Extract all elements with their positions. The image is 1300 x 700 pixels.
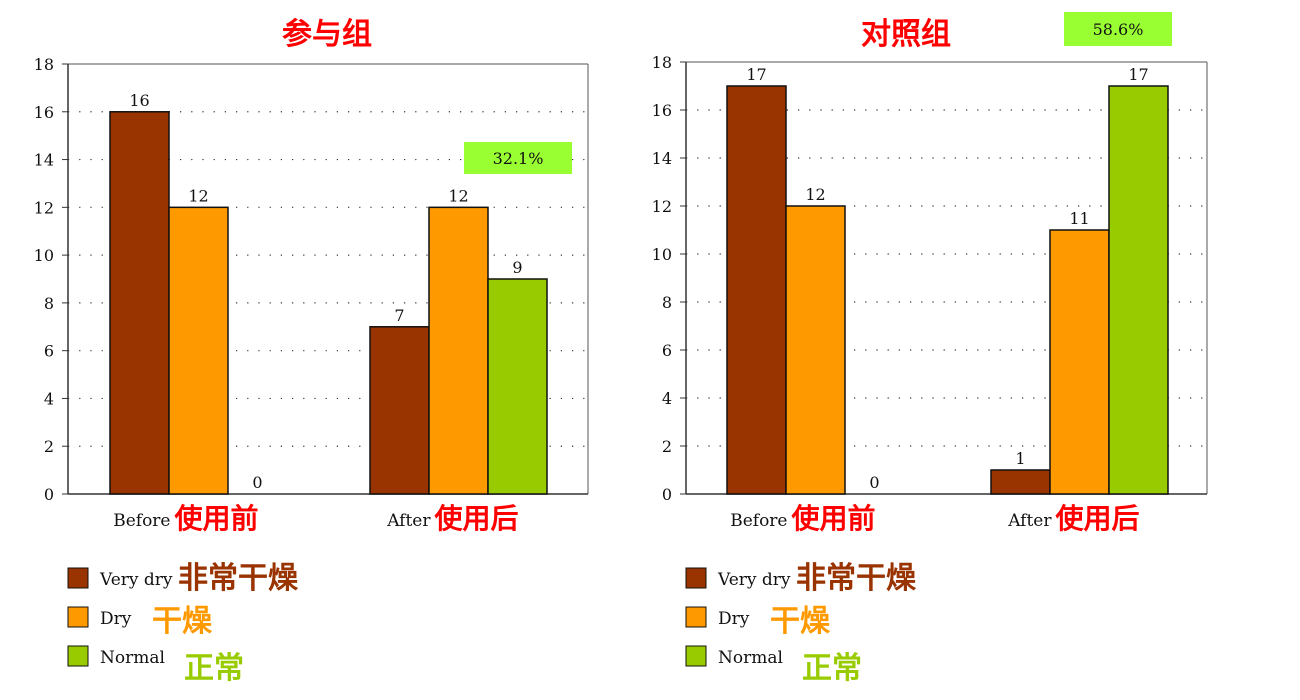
bar-value-label: 11 (1069, 209, 1089, 228)
bar (168, 206, 229, 495)
y-tick-label: 4 (662, 389, 672, 408)
bar (487, 278, 548, 495)
y-tick-label: 10 (652, 245, 672, 264)
y-tick-label: 16 (34, 103, 54, 122)
y-tick-label: 8 (44, 294, 54, 313)
legend-label: Dry (718, 609, 750, 629)
y-tick-label: 14 (652, 149, 672, 168)
bar-value-label: 12 (805, 185, 825, 204)
chart-title: 对照组 (861, 17, 951, 52)
legend-label: Normal (718, 648, 783, 668)
bar-value-label: 7 (394, 306, 404, 325)
percentage-badge (1064, 12, 1172, 46)
legend-label-cn: 正常 (802, 651, 862, 686)
bar (726, 85, 787, 495)
y-tick-label: 6 (662, 341, 672, 360)
bar (1049, 229, 1110, 495)
percentage-badge (464, 142, 572, 174)
x-tick-label-cn: 使用后 (1055, 502, 1140, 535)
bar (109, 111, 170, 495)
legend-label: Dry (100, 609, 132, 629)
legend-swatch (67, 567, 89, 589)
bar-value-label: 1 (1015, 449, 1025, 468)
legend-label-cn: 干燥 (770, 604, 831, 639)
x-tick-label-cn: 使用前 (791, 502, 876, 535)
y-tick-label: 6 (44, 342, 54, 361)
bar (785, 205, 846, 495)
x-tick-label: Before (113, 511, 170, 531)
bar-value-label: 17 (1128, 65, 1148, 84)
bar-value-label: 0 (252, 473, 262, 492)
bar-value-label: 9 (512, 258, 522, 277)
percentage-badge-label: 32.1% (493, 149, 544, 168)
y-tick-label: 18 (34, 55, 54, 74)
y-tick-label: 12 (652, 197, 672, 216)
y-tick-label: 0 (662, 485, 672, 504)
bar-value-label: 17 (746, 65, 766, 84)
legend-label-cn: 非常干燥 (796, 561, 917, 596)
bar (428, 206, 489, 495)
y-tick-label: 2 (662, 437, 672, 456)
y-tick-label: 8 (662, 293, 672, 312)
y-tick-label: 14 (34, 151, 54, 170)
bar-value-label: 16 (129, 91, 149, 110)
bar (369, 326, 430, 495)
y-tick-label: 10 (34, 246, 54, 265)
legend-label-cn: 干燥 (152, 604, 213, 639)
bar-value-label: 0 (869, 473, 879, 492)
y-tick-label: 16 (652, 101, 672, 120)
bar (1108, 85, 1169, 495)
x-tick-label: After (1007, 511, 1052, 531)
bar-value-label: 12 (448, 186, 468, 205)
y-tick-label: 4 (44, 389, 54, 408)
x-tick-label: After (386, 511, 431, 531)
legend-label-cn: 正常 (184, 651, 244, 686)
y-tick-label: 0 (44, 485, 54, 504)
y-tick-label: 12 (34, 198, 54, 217)
legend-swatch (685, 645, 707, 667)
y-tick-label: 2 (44, 437, 54, 456)
x-tick-label-cn: 使用前 (174, 502, 259, 535)
legend-label: Normal (100, 648, 165, 668)
chart-title: 参与组 (282, 17, 372, 52)
chart-participant-group: 参与组 0 2 4 6 8 10 12 14 16 18 16 12 0 Before 使用前 7 12 9 Afte… (34, 17, 589, 686)
legend-swatch (685, 567, 707, 589)
percentage-badge-label: 58.6% (1093, 20, 1144, 39)
legend-label-cn: 非常干燥 (178, 561, 299, 596)
legend-label: Very dry (717, 570, 791, 590)
x-tick-label: Before (730, 511, 787, 531)
bar (990, 469, 1051, 495)
y-tick-label: 18 (652, 53, 672, 72)
bar-value-label: 12 (188, 186, 208, 205)
legend-label: Very dry (99, 570, 173, 590)
legend-swatch (685, 606, 707, 628)
x-tick-label-cn: 使用后 (434, 502, 519, 535)
legend-swatch (67, 606, 89, 628)
legend-swatch (67, 645, 89, 667)
